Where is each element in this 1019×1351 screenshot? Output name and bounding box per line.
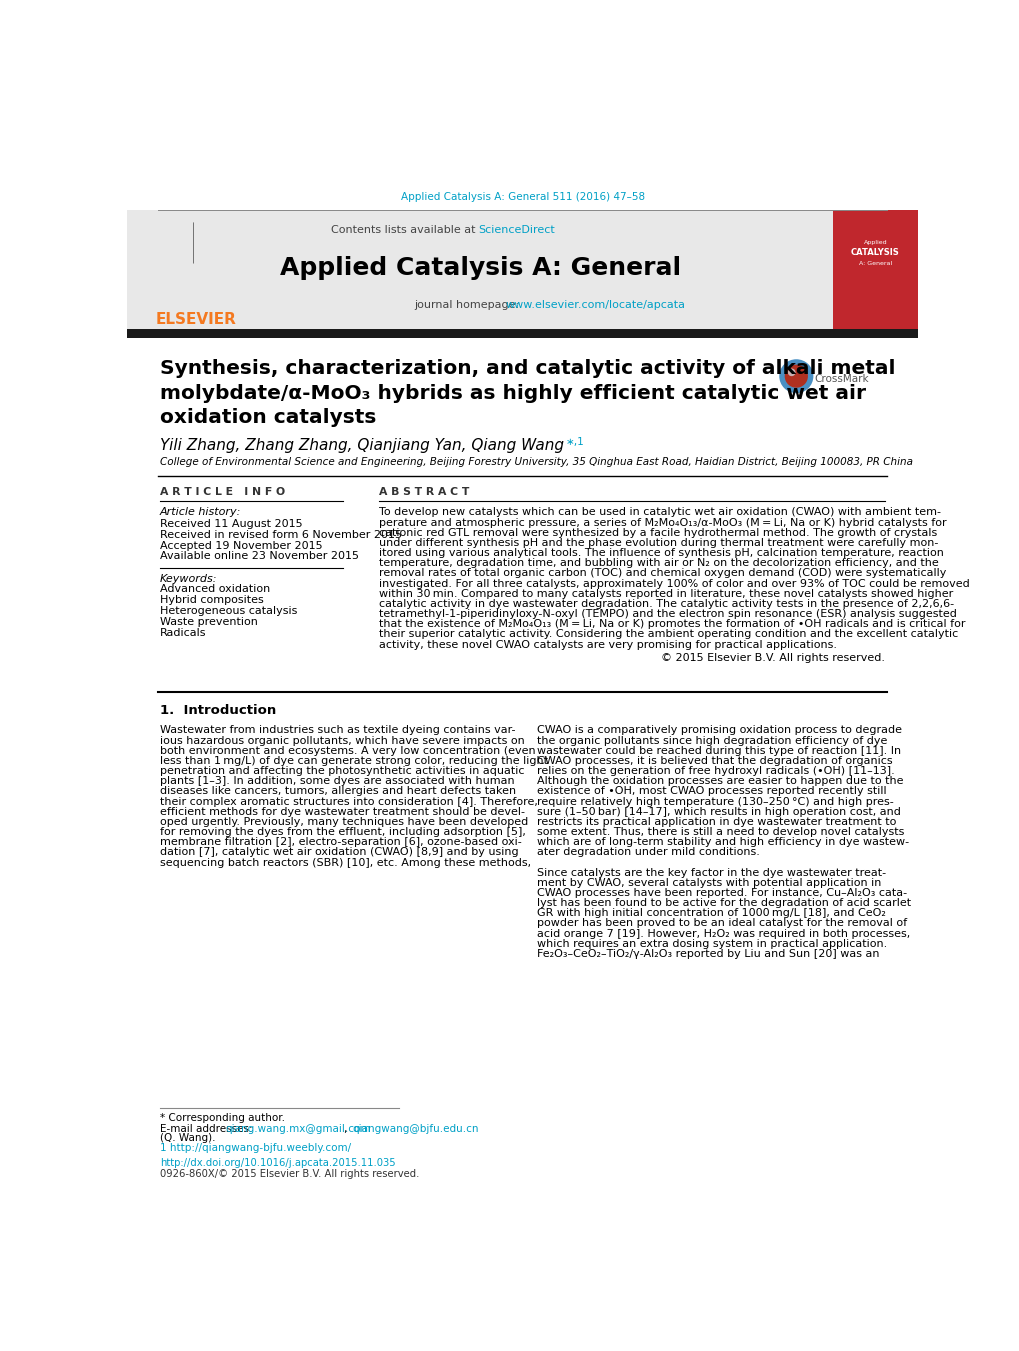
Text: perature and atmospheric pressure, a series of M₂Mo₄O₁₃/α-MoO₃ (M = Li, Na or K): perature and atmospheric pressure, a ser… — [379, 517, 946, 528]
Text: investigated. For all three catalysts, approximately 100% of color and over 93% : investigated. For all three catalysts, a… — [379, 578, 969, 589]
Text: the organic pollutants since high degradation efficiency of dye: the organic pollutants since high degrad… — [536, 735, 887, 746]
Text: cationic red GTL removal were synthesized by a facile hydrothermal method. The g: cationic red GTL removal were synthesize… — [379, 528, 936, 538]
Text: Accepted 19 November 2015: Accepted 19 November 2015 — [160, 540, 322, 551]
Text: ELSEVIER: ELSEVIER — [155, 312, 236, 327]
Text: Wastewater from industries such as textile dyeing contains var-: Wastewater from industries such as texti… — [160, 725, 515, 735]
Text: College of Environmental Science and Engineering, Beijing Forestry University, 3: College of Environmental Science and Eng… — [160, 458, 912, 467]
Text: penetration and affecting the photosynthetic activities in aquatic: penetration and affecting the photosynth… — [160, 766, 524, 775]
Text: some extent. Thus, there is still a need to develop novel catalysts: some extent. Thus, there is still a need… — [536, 827, 903, 838]
Text: their complex aromatic structures into consideration [4]. Therefore,: their complex aromatic structures into c… — [160, 797, 537, 807]
Text: Although the oxidation processes are easier to happen due to the: Although the oxidation processes are eas… — [536, 777, 902, 786]
Text: ,: , — [344, 1124, 351, 1135]
Text: sequencing batch reactors (SBR) [10], etc. Among these methods,: sequencing batch reactors (SBR) [10], et… — [160, 858, 531, 867]
Text: temperature, degradation time, and bubbling with air or N₂ on the decolorization: temperature, degradation time, and bubbl… — [379, 558, 938, 569]
Text: require relatively high temperature (130–250 °C) and high pres-: require relatively high temperature (130… — [536, 797, 893, 807]
Text: catalytic activity in dye wastewater degradation. The catalytic activity tests i: catalytic activity in dye wastewater deg… — [379, 598, 954, 609]
Text: diseases like cancers, tumors, allergies and heart defects taken: diseases like cancers, tumors, allergies… — [160, 786, 516, 796]
Text: Received 11 August 2015: Received 11 August 2015 — [160, 519, 303, 530]
Text: existence of •OH, most CWAO processes reported recently still: existence of •OH, most CWAO processes re… — [536, 786, 886, 796]
Text: plants [1–3]. In addition, some dyes are associated with human: plants [1–3]. In addition, some dyes are… — [160, 777, 515, 786]
Text: membrane filtration [2], electro-separation [6], ozone-based oxi-: membrane filtration [2], electro-separat… — [160, 838, 522, 847]
Text: 1.  Introduction: 1. Introduction — [160, 704, 276, 717]
Text: Applied Catalysis A: General 511 (2016) 47–58: Applied Catalysis A: General 511 (2016) … — [400, 192, 644, 201]
Text: A R T I C L E   I N F O: A R T I C L E I N F O — [160, 486, 285, 497]
Text: Yili Zhang, Zhang Zhang, Qianjiang Yan, Qiang Wang: Yili Zhang, Zhang Zhang, Qianjiang Yan, … — [160, 438, 564, 453]
Text: restricts its practical application in dye wastewater treatment to: restricts its practical application in d… — [536, 817, 896, 827]
Text: lyst has been found to be active for the degradation of acid scarlet: lyst has been found to be active for the… — [536, 898, 910, 908]
Text: both environment and ecosystems. A very low concentration (even: both environment and ecosystems. A very … — [160, 746, 535, 755]
Text: www.elsevier.com/locate/apcata: www.elsevier.com/locate/apcata — [505, 300, 685, 311]
Text: ScienceDirect: ScienceDirect — [478, 224, 554, 235]
Text: qiang.wang.mx@gmail.com: qiang.wang.mx@gmail.com — [225, 1124, 370, 1135]
Text: which requires an extra dosing system in practical application.: which requires an extra dosing system in… — [536, 939, 887, 948]
Text: qiangwang@bjfu.edu.cn: qiangwang@bjfu.edu.cn — [352, 1124, 478, 1135]
Text: CWAO processes, it is believed that the degradation of organics: CWAO processes, it is believed that the … — [536, 755, 892, 766]
Text: Applied: Applied — [863, 240, 887, 246]
Text: Since catalysts are the key factor in the dye wastewater treat-: Since catalysts are the key factor in th… — [536, 867, 884, 878]
Text: CWAO processes have been reported. For instance, Cu–Al₂O₃ cata-: CWAO processes have been reported. For i… — [536, 888, 906, 898]
Text: Fe₂O₃–CeO₂–TiO₂/γ-Al₂O₃ reported by Liu and Sun [20] was an: Fe₂O₃–CeO₂–TiO₂/γ-Al₂O₃ reported by Liu … — [536, 948, 878, 959]
Text: tetramethyl-1-piperidinyloxy-N-oxyl (TEMPO) and the electron spin resonance (ESR: tetramethyl-1-piperidinyloxy-N-oxyl (TEM… — [379, 609, 956, 619]
Text: activity, these novel CWAO catalysts are very promising for practical applicatio: activity, these novel CWAO catalysts are… — [379, 639, 837, 650]
Circle shape — [779, 359, 812, 393]
Text: (Q. Wang).: (Q. Wang). — [160, 1133, 215, 1143]
Text: Available online 23 November 2015: Available online 23 November 2015 — [160, 551, 359, 562]
Text: CWAO is a comparatively promising oxidation process to degrade: CWAO is a comparatively promising oxidat… — [536, 725, 901, 735]
Text: Radicals: Radicals — [160, 628, 206, 638]
Text: CATALYSIS: CATALYSIS — [850, 249, 899, 258]
Text: A: General: A: General — [858, 261, 891, 266]
Text: Advanced oxidation: Advanced oxidation — [160, 585, 270, 594]
Text: Hybrid composites: Hybrid composites — [160, 596, 264, 605]
Text: wastewater could be reached during this type of reaction [11]. In: wastewater could be reached during this … — [536, 746, 900, 755]
Bar — [832, 209, 917, 331]
Text: Keywords:: Keywords: — [160, 574, 217, 584]
Text: oped urgently. Previously, many techniques have been developed: oped urgently. Previously, many techniqu… — [160, 817, 528, 827]
Text: Applied Catalysis A: General: Applied Catalysis A: General — [279, 257, 680, 281]
Bar — [127, 209, 832, 331]
Text: E-mail addresses:: E-mail addresses: — [160, 1124, 256, 1135]
Circle shape — [787, 369, 795, 376]
Text: their superior catalytic activity. Considering the ambient operating condition a: their superior catalytic activity. Consi… — [379, 630, 958, 639]
Text: efficient methods for dye wastewater treatment should be devel-: efficient methods for dye wastewater tre… — [160, 807, 525, 817]
Text: journal homepage:: journal homepage: — [414, 300, 523, 311]
Bar — [127, 330, 917, 338]
Text: itored using various analytical tools. The influence of synthesis pH, calcinatio: itored using various analytical tools. T… — [379, 549, 944, 558]
Text: Heterogeneous catalysis: Heterogeneous catalysis — [160, 607, 298, 616]
Text: sure (1–50 bar) [14–17], which results in high operation cost, and: sure (1–50 bar) [14–17], which results i… — [536, 807, 900, 817]
Text: ∗,1: ∗,1 — [566, 436, 584, 447]
Text: Received in revised form 6 November 2015: Received in revised form 6 November 2015 — [160, 530, 401, 540]
Text: that the existence of M₂Mo₄O₁₃ (M = Li, Na or K) promotes the formation of •OH r: that the existence of M₂Mo₄O₁₃ (M = Li, … — [379, 619, 965, 630]
Text: less than 1 mg/L) of dye can generate strong color, reducing the light: less than 1 mg/L) of dye can generate st… — [160, 755, 547, 766]
Text: To develop new catalysts which can be used in catalytic wet air oxidation (CWAO): To develop new catalysts which can be us… — [379, 508, 941, 517]
Text: relies on the generation of free hydroxyl radicals (•OH) [11–13].: relies on the generation of free hydroxy… — [536, 766, 894, 775]
Text: under different synthesis pH and the phase evolution during thermal treatment we: under different synthesis pH and the pha… — [379, 538, 937, 549]
Text: dation [7], catalytic wet air oxidation (CWAO) [8,9] and by using: dation [7], catalytic wet air oxidation … — [160, 847, 519, 858]
Text: for removing the dyes from the effluent, including adsorption [5],: for removing the dyes from the effluent,… — [160, 827, 526, 838]
Text: Waste prevention: Waste prevention — [160, 617, 258, 627]
Text: GR with high initial concentration of 1000 mg/L [18], and CeO₂: GR with high initial concentration of 10… — [536, 908, 884, 919]
Text: within 30 min. Compared to many catalysts reported in literature, these novel ca: within 30 min. Compared to many catalyst… — [379, 589, 953, 598]
Text: Synthesis, characterization, and catalytic activity of alkali metal: Synthesis, characterization, and catalyt… — [160, 359, 895, 378]
Text: ment by CWAO, several catalysts with potential application in: ment by CWAO, several catalysts with pot… — [536, 878, 880, 888]
Text: Article history:: Article history: — [160, 508, 242, 517]
Text: Contents lists available at: Contents lists available at — [330, 224, 478, 235]
Text: © 2015 Elsevier B.V. All rights reserved.: © 2015 Elsevier B.V. All rights reserved… — [660, 653, 884, 663]
Text: A B S T R A C T: A B S T R A C T — [379, 486, 470, 497]
Text: which are of long-term stability and high efficiency in dye wastew-: which are of long-term stability and hig… — [536, 838, 908, 847]
Text: CrossMark: CrossMark — [813, 374, 868, 384]
Text: http://dx.doi.org/10.1016/j.apcata.2015.11.035: http://dx.doi.org/10.1016/j.apcata.2015.… — [160, 1158, 395, 1169]
Text: ater degradation under mild conditions.: ater degradation under mild conditions. — [536, 847, 759, 858]
Text: oxidation catalysts: oxidation catalysts — [160, 408, 376, 427]
Text: 1 http://qiangwang-bjfu.weebly.com/: 1 http://qiangwang-bjfu.weebly.com/ — [160, 1143, 351, 1154]
Text: molybdate/α-MoO₃ hybrids as highly efficient catalytic wet air: molybdate/α-MoO₃ hybrids as highly effic… — [160, 384, 865, 403]
Text: * Corresponding author.: * Corresponding author. — [160, 1113, 284, 1124]
Text: powder has been proved to be an ideal catalyst for the removal of: powder has been proved to be an ideal ca… — [536, 919, 906, 928]
Text: acid orange 7 [19]. However, H₂O₂ was required in both processes,: acid orange 7 [19]. However, H₂O₂ was re… — [536, 928, 909, 939]
Text: ious hazardous organic pollutants, which have severe impacts on: ious hazardous organic pollutants, which… — [160, 735, 525, 746]
Circle shape — [784, 365, 807, 388]
Text: 0926-860X/© 2015 Elsevier B.V. All rights reserved.: 0926-860X/© 2015 Elsevier B.V. All right… — [160, 1169, 419, 1179]
Text: removal rates of total organic carbon (TOC) and chemical oxygen demand (COD) wer: removal rates of total organic carbon (T… — [379, 569, 946, 578]
